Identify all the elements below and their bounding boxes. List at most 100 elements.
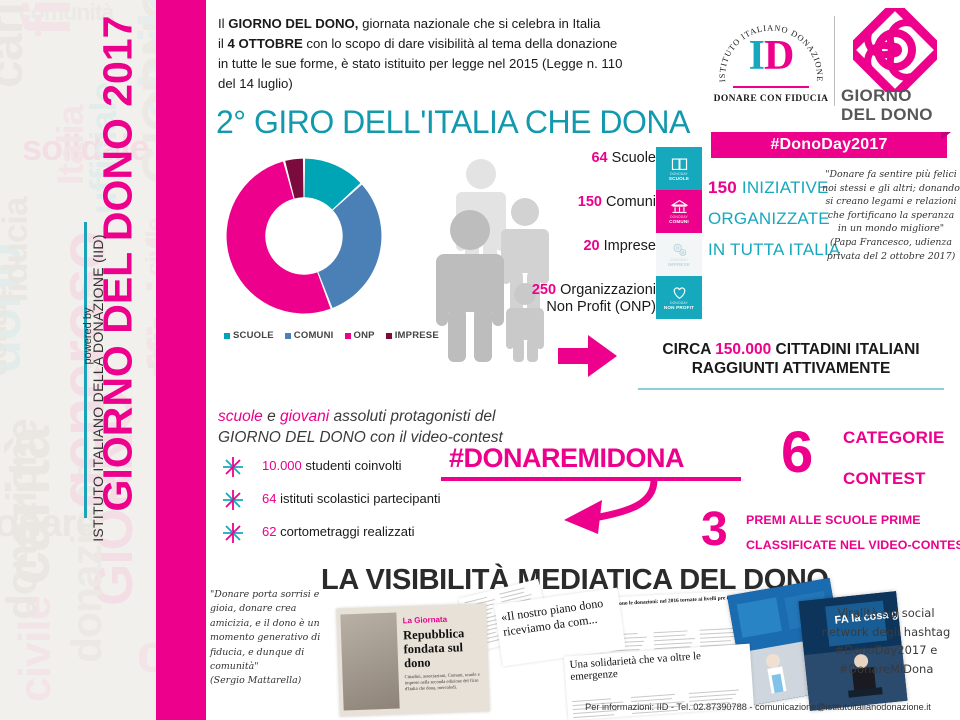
mattarella-quote-body: "Donare porta sorrisi e gioia, donare cr… — [210, 589, 321, 673]
donut-slice-comuni — [318, 184, 382, 308]
gdd-line2: DEL DONO — [841, 105, 933, 124]
stat-spacer — [506, 211, 656, 238]
legend-item-comuni: COMUNI — [284, 330, 334, 341]
donut-chart: SCUOLE COMUNI ONP IMPRESE — [216, 148, 439, 388]
clipping-body-line — [653, 642, 693, 646]
bullet-label: studenti coinvolti — [301, 458, 402, 473]
wordcloud-word: carità — [0, 0, 34, 88]
iniziative-word1: INIZIATIVE — [736, 178, 829, 197]
stat-row: 250 Organizzazioni — [506, 282, 656, 299]
papa-quote-body: "Donare fa sentire più felici noi stessi… — [822, 169, 960, 235]
vc-pink1: scuole — [218, 408, 263, 425]
viralita-text: Viralità sui social network degli hashta… — [821, 606, 951, 676]
bullet-number: 64 — [262, 491, 277, 506]
stat-number: 64 — [591, 150, 608, 166]
wordcloud-word: fiducia — [0, 197, 36, 303]
bullet-number: 10.000 — [262, 458, 302, 473]
clipping-headline: «Il nostro piano dono riceviamo da com..… — [500, 595, 605, 639]
cittadini-line2: RAGGIUNTI ATTIVAMENTE — [691, 360, 891, 377]
badge-label: IMPRESE — [667, 262, 691, 267]
cittadini-post: CITTADINI ITALIANI — [771, 341, 920, 358]
badge-kicker: DONODAY — [670, 215, 688, 219]
iniziative-num: 150 — [708, 178, 737, 197]
cittadini-pre: CIRCA — [662, 341, 716, 358]
giorno-del-dono-wordmark: GIORNO DEL DONO — [841, 86, 951, 124]
clipping-body-line — [699, 631, 737, 636]
iniziative-line2: ORGANIZZATE — [708, 209, 830, 228]
diamond-knot-icon — [853, 8, 937, 92]
hashtag-ribbon: #DonoDay2017 — [711, 132, 947, 158]
badge-kicker: DONODAY — [670, 258, 688, 262]
legend-swatch-icon — [284, 332, 291, 339]
bullet-row: 64 istituti scolastici partecipanti — [222, 489, 552, 522]
legend-label: ONP — [353, 330, 375, 341]
badge-kicker: DONODAY — [670, 301, 688, 305]
giorno-del-dono-logo: GIORNO DEL DONO — [841, 8, 951, 126]
intro-l1-post: giornata nazionale che si celebra in Ita… — [358, 16, 601, 31]
press-clipping-giornata: La Giornata Repubblica fondata sul dono … — [336, 603, 490, 717]
clipping-body-line — [573, 714, 615, 719]
categorie-label-1: CATEGORIE — [843, 428, 945, 447]
donut-chart-svg — [226, 158, 382, 314]
cittadini-rule — [638, 388, 944, 390]
badge-imprese: DONODAY IMPRESE — [656, 233, 702, 276]
bank-icon — [670, 199, 688, 213]
legend-swatch-icon — [344, 332, 351, 339]
legend-label: IMPRESE — [394, 330, 439, 341]
stat-spacer — [506, 167, 656, 194]
wordcloud-word: solidale — [21, 127, 150, 169]
cittadini-banner: CIRCA 150.000 CITTADINI ITALIANI RAGGIUN… — [626, 340, 956, 378]
papa-quote-attribution: (Papa Francesco, udienza privata del 2 o… — [826, 236, 956, 262]
iid-letter-i: I — [748, 33, 765, 79]
bullet-row: 10.000 studenti coinvolti — [222, 456, 552, 489]
categorie-labels: CATEGORIE CONTEST — [843, 425, 960, 491]
categorie-label-2: CONTEST — [843, 469, 926, 488]
footer-contact: Per informazioni: IID - Tel. 02.87390788… — [585, 702, 931, 712]
vc-pink2: giovani — [280, 408, 330, 425]
badge-label: NON PROFIT — [663, 305, 695, 310]
stat-row: 20 Imprese — [506, 238, 656, 255]
video-contest-lead: scuole e giovani assoluti protagonisti d… — [218, 406, 568, 448]
mattarella-quote: "Donare porta sorrisi e gioia, donare cr… — [210, 588, 336, 689]
iniziative-line3: IN TUTTA ITALIA — [708, 240, 841, 259]
stat-row: 64 Scuole — [506, 150, 656, 167]
premi-labels: PREMI ALLE SCUOLE PRIME CLASSIFICATE NEL… — [746, 508, 960, 558]
stat-label: Organizzazioni — [556, 282, 656, 298]
stat-row: 150 Comuni — [506, 194, 656, 211]
asterisk-star-icon — [223, 490, 243, 510]
gears-icon — [672, 243, 686, 256]
donaremidona-underline — [441, 477, 741, 481]
iid-tagline: DONARE CON FIDUCIA — [713, 94, 829, 104]
badge-non-profit: DONODAY NON PROFIT — [656, 276, 702, 319]
donaremidona-hashtag: #DONAREMIDONA — [449, 443, 685, 473]
legend-swatch-icon — [224, 332, 230, 339]
iid-letter-d: D — [764, 33, 794, 79]
papa-francesco-quote: "Donare fa sentire più felici noi stessi… — [822, 168, 960, 263]
bullet-text: 64 istituti scolastici partecipanti — [262, 491, 440, 506]
iid-logo: ISTITUTO ITALIANO DONAZIONE ID DONARE CO… — [711, 10, 831, 122]
iid-underline — [733, 86, 809, 88]
clipping-body-line — [632, 713, 675, 719]
donut-slice-imprese — [285, 158, 304, 199]
vc-rest: assoluti protagonisti del — [329, 408, 496, 425]
badge-comuni: DONODAY COMUNI — [656, 190, 702, 233]
stat-label: Imprese — [599, 238, 656, 254]
asterisk-star-icon — [223, 457, 243, 477]
intro-l1-bold: GIORNO DEL DONO, — [228, 16, 359, 31]
premi-number: 3 — [701, 503, 728, 556]
bullet-text: 10.000 studenti coinvolti — [262, 458, 402, 473]
legend-item-imprese: IMPRESE — [385, 330, 439, 341]
gdd-line1: GIORNO — [841, 86, 912, 105]
intro-l2-pre: il — [218, 36, 228, 51]
donut-slice-scuole — [304, 158, 361, 210]
iid-monogram: ID — [735, 32, 807, 80]
clipping-body-line — [653, 630, 688, 634]
stats-list: 64 Scuole 150 Comuni 20 Imprese 250 Organiz… — [506, 150, 656, 316]
stat-spacer — [506, 255, 656, 282]
book-icon — [671, 158, 687, 171]
clipping-photo — [340, 612, 400, 711]
intro-l1-pre: Il — [218, 16, 229, 31]
logo-block: ISTITUTO ITALIANO DONAZIONE ID DONARE CO… — [711, 6, 951, 158]
sidebar-pink-bar — [156, 0, 206, 720]
